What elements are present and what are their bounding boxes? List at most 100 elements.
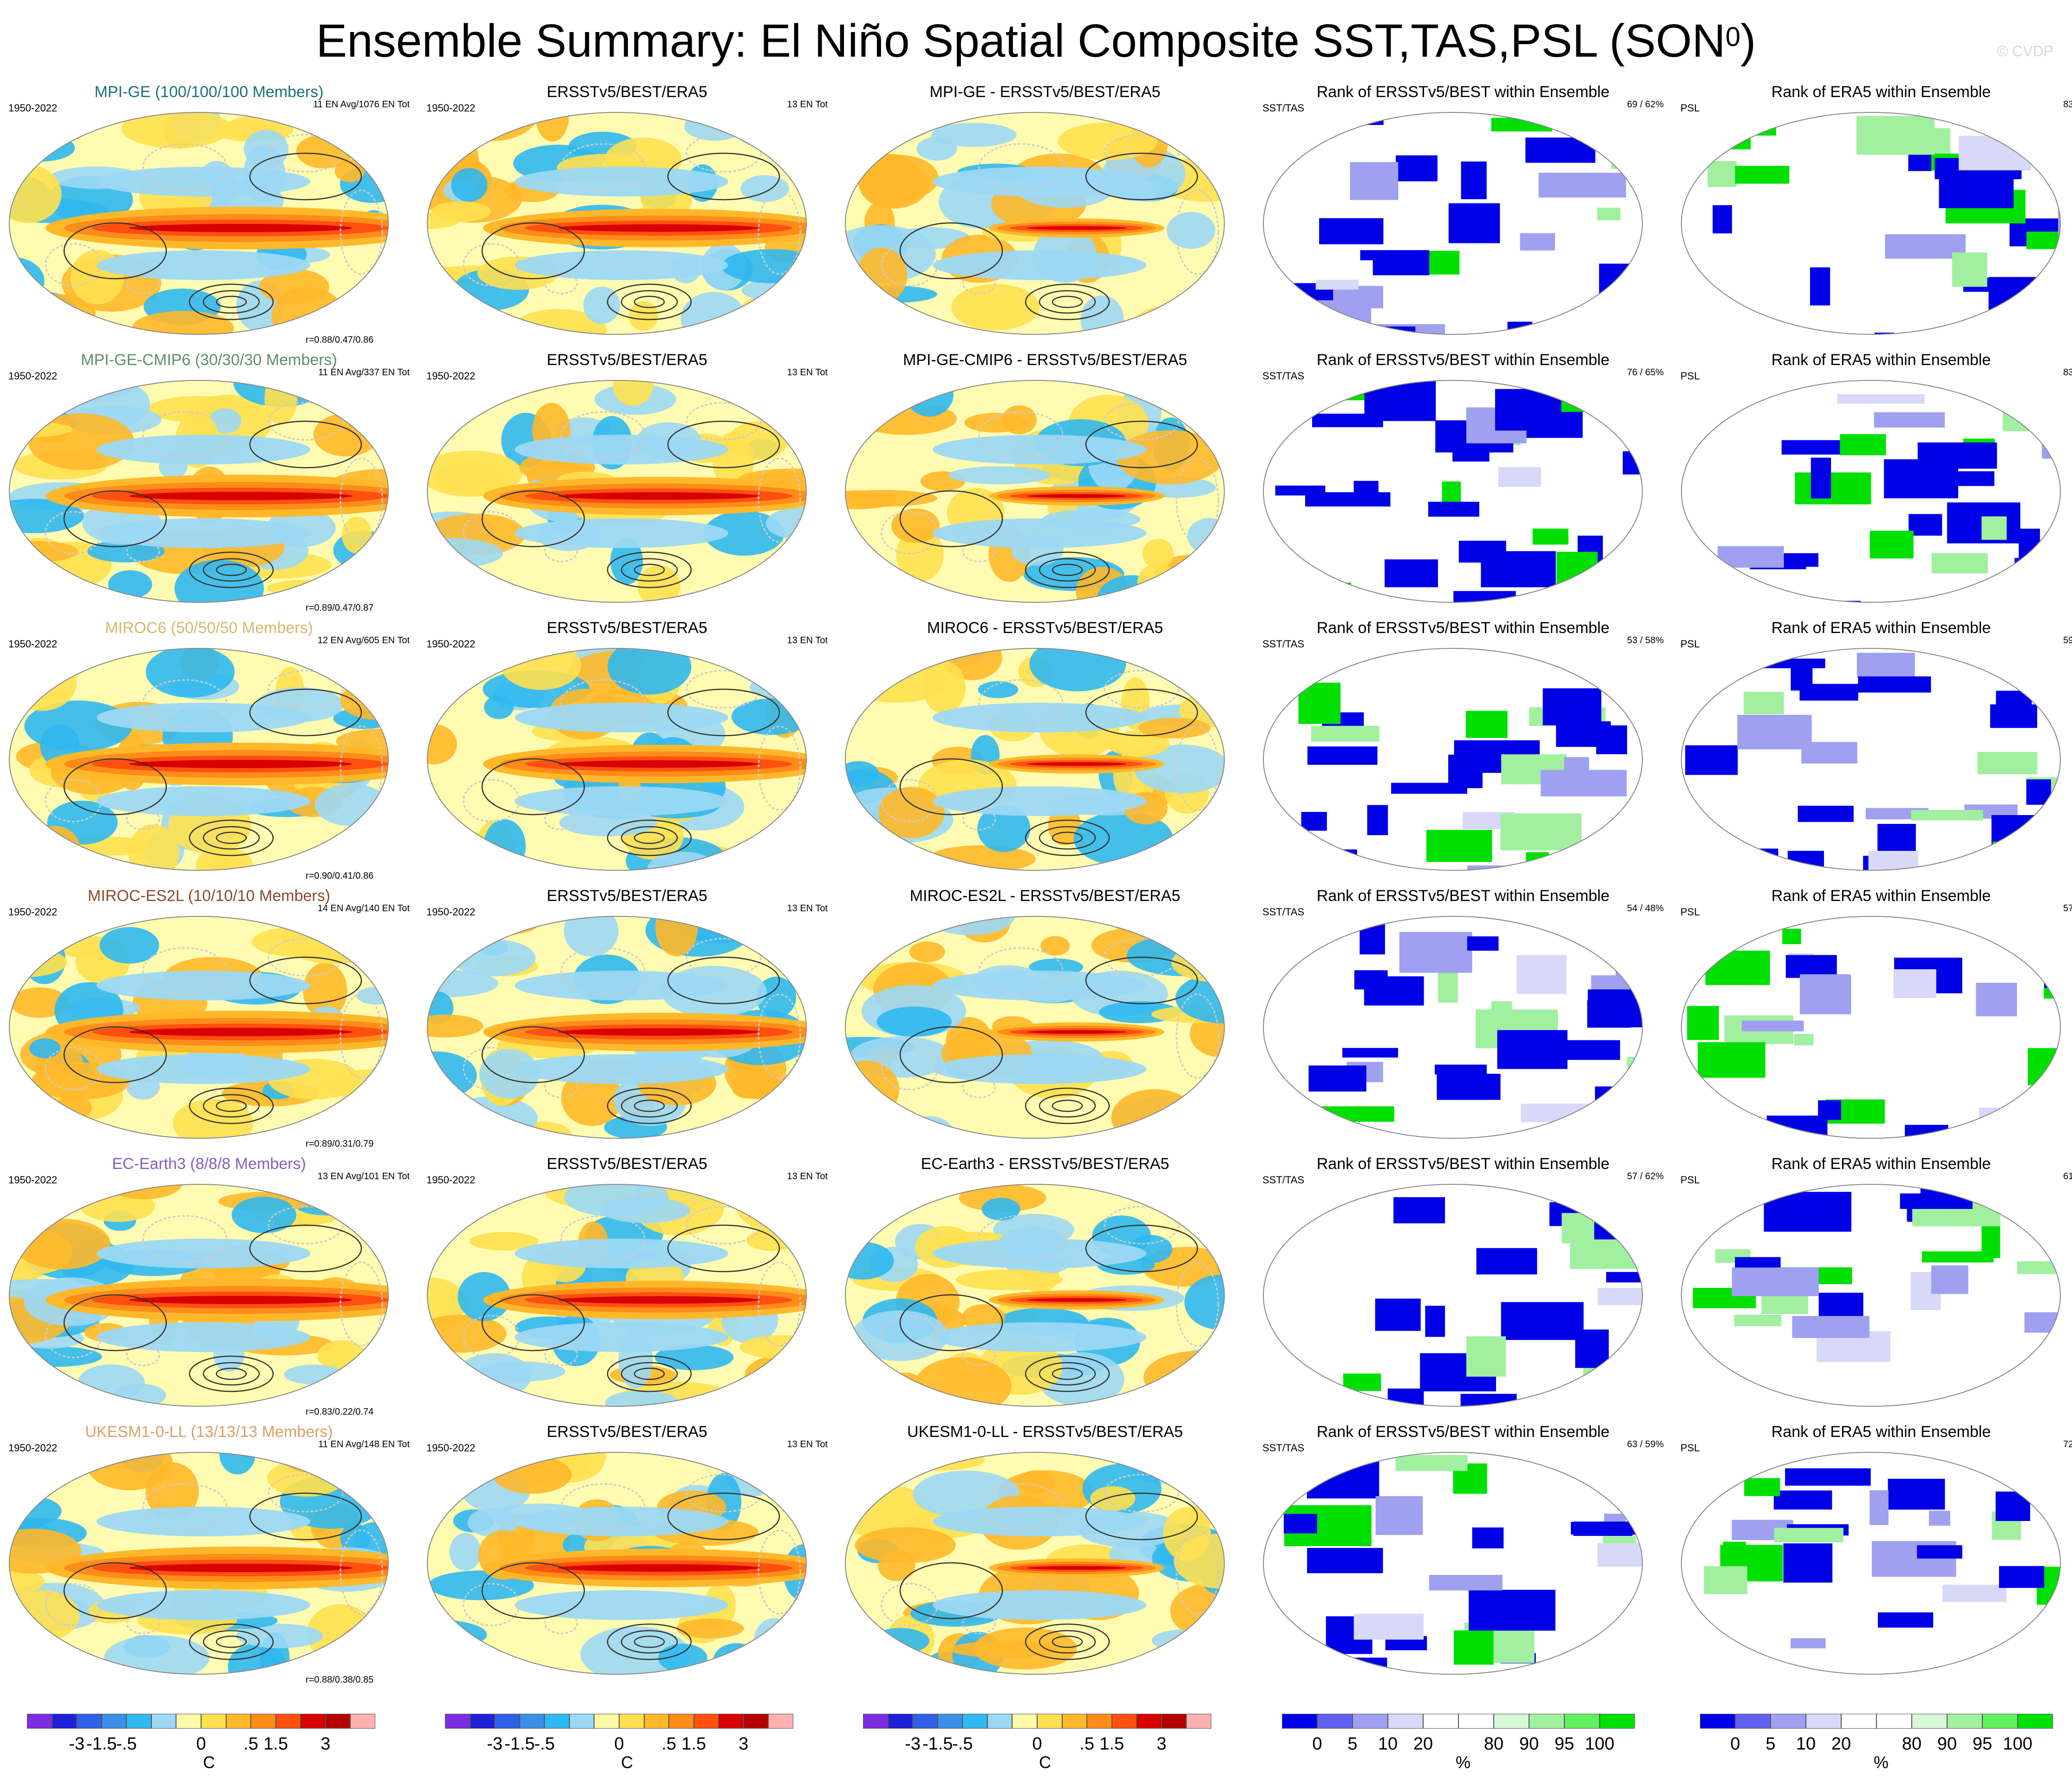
colorbar-tick: -3: [69, 1734, 85, 1754]
period-label: 1950-2022: [426, 370, 476, 382]
colorbar-swatch: [669, 1714, 694, 1729]
rank-sst-title: Rank of ERSSTv5/BEST within Ensemble: [1316, 1155, 1610, 1173]
rank-sst-tag: SST/TAS: [1262, 102, 1305, 114]
pattern-correlation: r=0.88/0.38/0.85: [306, 1675, 374, 1685]
panel-r2-c0: MIROC6 (50/50/50 Members) 1950-2022 12 EN …: [0, 619, 418, 886]
period-label: 1950-2022: [8, 906, 58, 918]
en-count: 14 EN Avg/140 EN Tot: [317, 903, 410, 914]
colorbar-tick: 3: [1157, 1734, 1167, 1754]
colorbar-tick: 100: [1585, 1734, 1614, 1754]
colorbar-swatch: [301, 1714, 326, 1729]
panel-r3-c3: Rank of ERSSTv5/BEST within Ensemble SST/…: [1254, 887, 1672, 1154]
colorbar-swatch: [27, 1714, 52, 1729]
colorbar-tick: 1.5: [681, 1734, 706, 1754]
colorbar-swatch: [1388, 1714, 1423, 1729]
rank-psl-title: Rank of ERA5 within Ensemble: [1771, 887, 1991, 905]
colorbar-swatch: [226, 1714, 251, 1729]
rank-sst-title: Rank of ERSSTv5/BEST within Ensemble: [1316, 351, 1610, 369]
panel-r1-c4: Rank of ERA5 within Ensemble PSL 83%: [1672, 351, 2072, 618]
composite-map: [8, 1184, 389, 1407]
rank-sst-value: 53 / 58%: [1627, 635, 1664, 646]
colorbar-swatch: [1353, 1714, 1388, 1729]
colorbar-swatch: [768, 1714, 793, 1729]
colorbar-tick: -1.5: [86, 1734, 117, 1754]
en-count: 11 EN Avg/148 EN Tot: [318, 1439, 410, 1450]
colorbar-unit: C: [1039, 1753, 1051, 1772]
rank-sst-tag: SST/TAS: [1262, 370, 1305, 382]
colorbar-tick: -1.5: [504, 1734, 535, 1754]
rank-psl-tag: PSL: [1680, 1442, 1700, 1454]
obs-title: ERSSTv5/BEST/ERA5: [547, 887, 707, 905]
rank-psl-tag: PSL: [1680, 638, 1700, 650]
panel-r5-c0: UKESM1-0-LL (13/13/13 Members) 1950-2022 1…: [0, 1423, 418, 1690]
colorbar-swatch: [1600, 1714, 1635, 1729]
pattern-correlation: r=0.89/0.31/0.79: [306, 1139, 374, 1149]
rank-sst-title: Rank of ERSSTv5/BEST within Ensemble: [1316, 887, 1610, 905]
rank-map: [1680, 1452, 2061, 1675]
panel-r2-c2: MIROC6 - ERSSTv5/BEST/ERA5: [836, 619, 1254, 886]
colorbar-swatch: [1186, 1714, 1211, 1729]
period-label: 1950-2022: [426, 906, 476, 918]
panel-r4-c2: EC-Earth3 - ERSSTv5/BEST/ERA5: [836, 1155, 1254, 1422]
model-title: MIROC-ES2L (10/10/10 Members): [87, 887, 331, 905]
colorbar-tick: 80: [1902, 1734, 1922, 1754]
obs-en-count: 13 EN Tot: [787, 99, 828, 110]
panel-r5-c4: Rank of ERA5 within Ensemble PSL 72%: [1672, 1423, 2072, 1690]
colorbar-swatch: [151, 1714, 176, 1729]
colorbar-swatch: [719, 1714, 744, 1729]
colorbar-swatch: [325, 1714, 351, 1729]
rank-psl-value: 83%: [2063, 99, 2072, 110]
colorbar-swatch: [1735, 1714, 1771, 1729]
colorbar-tick: 0: [1032, 1734, 1042, 1754]
colorbar-tick: 95: [1554, 1734, 1575, 1754]
figure-title: Ensemble Summary: El Niño Spatial Compos…: [316, 15, 1756, 67]
rank-sst-tag: SST/TAS: [1262, 1442, 1305, 1454]
rank-psl-value: 72%: [2063, 1439, 2072, 1450]
rank-colorbar: 0 5 10 20 80 90 95 100%: [1254, 1714, 1672, 1776]
rank-sst-value: 69 / 62%: [1627, 99, 1664, 110]
period-label: 1950-2022: [426, 1174, 476, 1186]
composite-map: [844, 1184, 1225, 1407]
rank-sst-value: 57 / 62%: [1627, 1171, 1664, 1182]
colorbar-swatch: [1137, 1714, 1162, 1729]
colorbar-tick: 1.5: [263, 1734, 288, 1754]
colorbar-swatch: [1700, 1714, 1735, 1729]
model-title: EC-Earth3 (8/8/8 Members): [112, 1155, 306, 1173]
rank-map: [1680, 916, 2061, 1139]
panel-r5-c3: Rank of ERSSTv5/BEST within Ensemble SST/…: [1254, 1423, 1672, 1690]
colorbar-swatch: [619, 1714, 644, 1729]
colorbar-swatch: [350, 1714, 375, 1729]
colorbar-tick: -1.5: [922, 1734, 953, 1754]
colorbar-tick: 10: [1796, 1734, 1816, 1754]
rank-map: [1262, 112, 1643, 335]
rank-map: [1680, 112, 2061, 335]
rank-psl-tag: PSL: [1680, 370, 1700, 382]
obs-title: ERSSTv5/BEST/ERA5: [547, 83, 707, 101]
pattern-correlation: r=0.89/0.47/0.87: [306, 603, 374, 613]
rank-psl-tag: PSL: [1680, 1174, 1700, 1186]
period-label: 1950-2022: [8, 102, 58, 114]
colorbar-tick: 0: [196, 1734, 206, 1754]
colorbar-swatch: [1012, 1714, 1037, 1729]
period-label: 1950-2022: [8, 1174, 58, 1186]
difference-title: MPI-GE - ERSSTv5/BEST/ERA5: [929, 83, 1161, 101]
panel-r4-c4: Rank of ERA5 within Ensemble PSL 61%: [1672, 1155, 2072, 1422]
panel-r0-c1: ERSSTv5/BEST/ERA5 1950-2022 13 EN Tot: [418, 83, 836, 350]
colorbar-swatch: [544, 1714, 569, 1729]
rank-psl-value: 57%: [2063, 903, 2072, 914]
rank-sst-value: 76 / 65%: [1627, 367, 1664, 378]
composite-map: [844, 112, 1225, 335]
colorbar-swatch: [1161, 1714, 1187, 1729]
colorbar-tick: 20: [1831, 1734, 1851, 1754]
colorbar-swatch: [101, 1714, 127, 1729]
rank-map: [1262, 380, 1643, 603]
colorbar-swatch: [863, 1714, 888, 1729]
rank-psl-value: 83%: [2063, 367, 2072, 378]
colorbar-swatch: [201, 1714, 226, 1729]
colorbar-swatch: [962, 1714, 987, 1729]
rank-map: [1680, 380, 2061, 603]
period-label: 1950-2022: [426, 102, 476, 114]
period-label: 1950-2022: [8, 638, 58, 650]
colorbar-swatch: [1037, 1714, 1062, 1729]
model-title: MIROC6 (50/50/50 Members): [105, 619, 313, 637]
